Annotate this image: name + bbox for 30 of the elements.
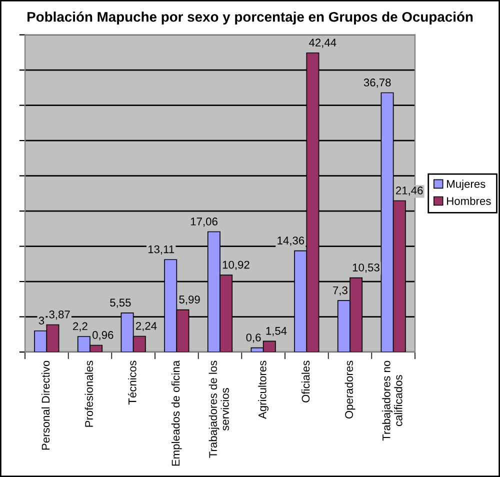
data-label: 17,06 bbox=[190, 218, 218, 227]
data-label: 5,99 bbox=[179, 296, 200, 305]
x-tick-label: Agricultores bbox=[258, 360, 269, 419]
data-label: 0,96 bbox=[92, 331, 114, 340]
legend-label: Hombres bbox=[447, 196, 491, 205]
x-tick-label: Oficiales bbox=[301, 360, 310, 402]
x-tick-label: Profesionales bbox=[84, 360, 93, 427]
x-tick-label: Trabajadores no calificados bbox=[382, 360, 402, 441]
legend-label: Mujeres bbox=[447, 180, 486, 190]
data-label: 42,44 bbox=[309, 38, 336, 48]
data-label: 36,78 bbox=[364, 78, 391, 88]
data-label: 5,55 bbox=[110, 298, 131, 308]
x-tick-label: Trabajadores de los servicios bbox=[208, 360, 229, 458]
data-label: 1,54 bbox=[266, 327, 287, 336]
data-label: 21,46 bbox=[396, 186, 423, 196]
chart-title: Población Mapuche por sexo y porcentaje en Grupos de Ocupación bbox=[28, 11, 473, 25]
data-label: 2,2 bbox=[73, 322, 88, 332]
data-label: 14,36 bbox=[278, 236, 304, 246]
data-label: 3,87 bbox=[49, 310, 70, 320]
data-label: 13,11 bbox=[148, 245, 174, 255]
x-tick-label: Empleados de oficina bbox=[171, 360, 182, 466]
data-label: 10,53 bbox=[352, 264, 380, 273]
data-label: 2,24 bbox=[136, 322, 157, 332]
data-label: 3 bbox=[38, 316, 44, 325]
x-tick-label: Operadores bbox=[344, 360, 356, 419]
x-tick-label: Técnicos bbox=[128, 360, 136, 405]
data-label: 10,92 bbox=[222, 260, 250, 270]
x-tick-label: Personal Directivo bbox=[41, 360, 50, 450]
data-label: 0,6 bbox=[246, 334, 261, 343]
data-label: 7,3 bbox=[333, 286, 348, 296]
